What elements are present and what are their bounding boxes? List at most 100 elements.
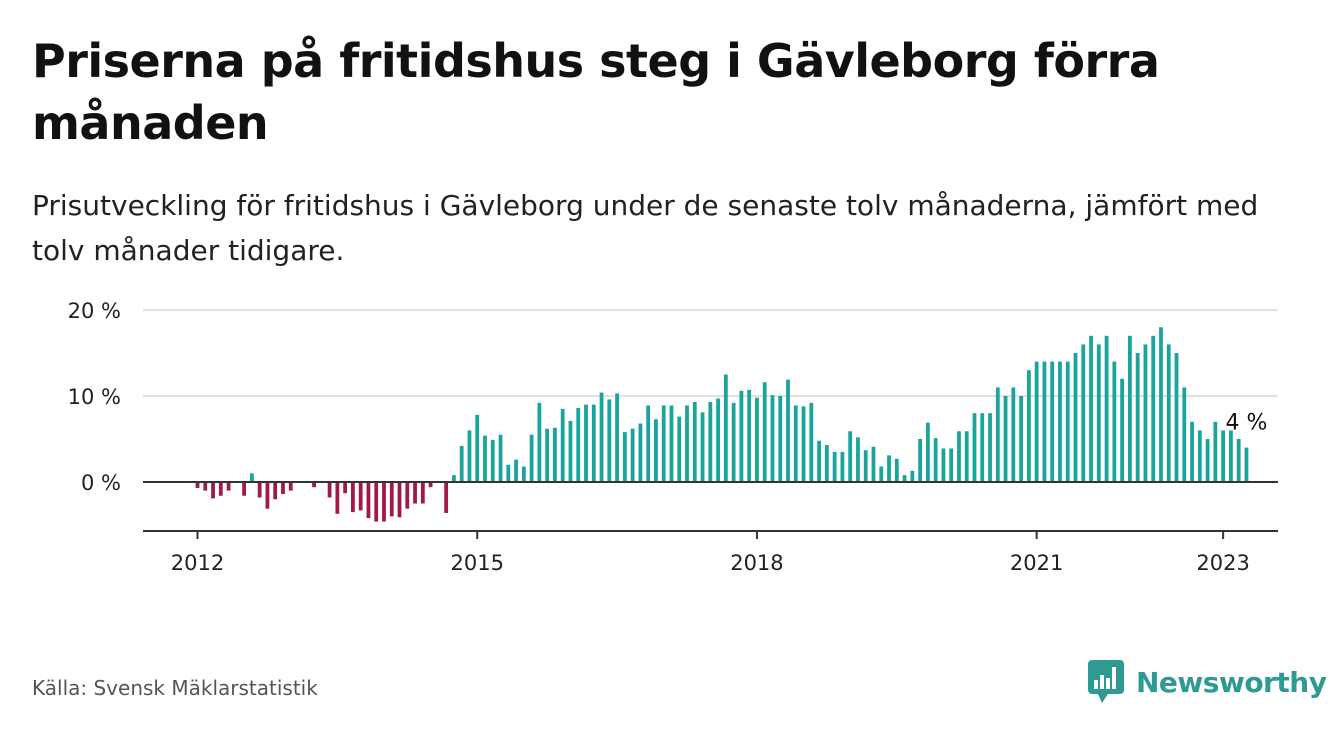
bar <box>630 428 635 482</box>
bar <box>389 482 394 517</box>
bar <box>1026 370 1031 482</box>
bar <box>537 402 542 482</box>
bar <box>413 482 417 504</box>
bar <box>405 482 410 509</box>
bar <box>584 404 588 482</box>
bar <box>568 420 573 482</box>
bar <box>599 392 604 482</box>
bar <box>576 408 581 482</box>
bar <box>1096 344 1101 482</box>
bar <box>382 482 386 522</box>
bar <box>941 448 946 482</box>
bar <box>925 422 930 482</box>
bar <box>257 482 262 498</box>
bar <box>1128 335 1132 482</box>
bar <box>1112 361 1117 482</box>
brand-name: Newsworthy <box>1136 665 1327 699</box>
bar <box>560 408 565 482</box>
bar <box>793 405 798 482</box>
bar <box>591 404 596 482</box>
bar <box>211 482 215 499</box>
bar <box>949 448 954 482</box>
bar <box>1003 396 1008 482</box>
bar <box>1058 361 1062 482</box>
y-tick-label: 10 % <box>68 385 121 409</box>
bar-chart: 0 % 10 % 20 % 2012 2015 2018 2021 2023 4 % <box>68 299 1278 575</box>
bar <box>397 482 402 518</box>
bar <box>856 437 860 482</box>
bar <box>607 399 612 482</box>
brand-logo[interactable]: Newsworthy <box>1088 659 1327 705</box>
bar <box>669 405 674 482</box>
bar <box>351 482 355 513</box>
x-tick-label: 2012 <box>171 551 224 575</box>
bar <box>312 482 316 488</box>
bar <box>281 482 285 495</box>
y-tick-label: 0 % <box>81 471 121 495</box>
bar <box>1159 327 1163 482</box>
bar <box>249 473 254 482</box>
bar <box>1166 344 1171 482</box>
bar <box>265 482 270 509</box>
bar <box>1042 361 1047 482</box>
chart-title: Priserna på fritidshus steg i Gävleborg … <box>32 34 1160 150</box>
bar <box>638 423 643 482</box>
bar <box>739 390 744 482</box>
bar <box>1120 378 1125 482</box>
bar <box>894 458 899 482</box>
bar <box>840 451 845 482</box>
bar <box>1089 335 1093 482</box>
x-tick-label: 2018 <box>730 551 783 575</box>
bar <box>483 435 487 482</box>
bar <box>879 466 884 482</box>
bar <box>786 379 790 482</box>
bar <box>545 428 550 482</box>
axes <box>143 481 1278 539</box>
bar <box>677 416 682 482</box>
bar <box>452 475 456 482</box>
bar <box>1244 447 1249 482</box>
bar <box>226 482 231 491</box>
bar <box>1081 344 1086 482</box>
bar <box>335 482 340 514</box>
last-value-label: 4 % <box>1225 411 1267 436</box>
bar <box>848 431 853 482</box>
bar <box>1229 430 1233 482</box>
bar <box>700 412 705 482</box>
bar <box>972 413 977 482</box>
chart-subtitle: Prisutveckling för fritidshus i Gävlebor… <box>32 189 1259 267</box>
bar <box>553 427 557 482</box>
bar <box>1034 361 1039 482</box>
bar <box>692 402 697 482</box>
y-tick-label: 20 % <box>68 299 121 323</box>
bar <box>420 482 425 504</box>
bar <box>428 482 433 488</box>
bar <box>459 445 464 482</box>
bar <box>809 402 814 482</box>
bar <box>995 387 1000 482</box>
bar <box>1073 353 1078 482</box>
bar <box>1104 335 1109 482</box>
bar <box>1236 439 1241 482</box>
bar <box>817 440 821 482</box>
x-tick-label: 2021 <box>1010 551 1063 575</box>
bar <box>288 482 293 491</box>
bar <box>203 482 208 491</box>
bar <box>1151 335 1156 482</box>
bar <box>1135 353 1140 482</box>
bar <box>747 389 752 482</box>
bar <box>1182 387 1187 482</box>
gridlines <box>143 309 1278 397</box>
bar <box>1019 396 1024 482</box>
bar <box>1205 439 1210 482</box>
bar <box>366 482 371 519</box>
bar <box>1050 361 1055 482</box>
bar <box>273 482 278 500</box>
x-tick-label: 2023 <box>1196 551 1249 575</box>
bar <box>654 419 658 482</box>
bar <box>778 396 783 482</box>
bar <box>910 470 915 482</box>
bar <box>731 402 736 482</box>
x-tick-label: 2015 <box>450 551 503 575</box>
bar <box>887 455 891 482</box>
